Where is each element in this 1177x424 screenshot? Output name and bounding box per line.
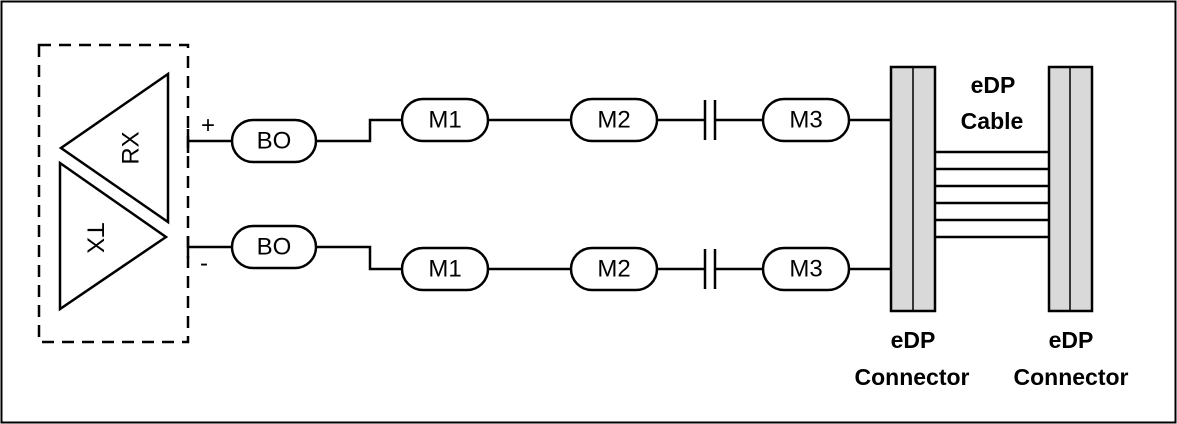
svg-text:M1: M1 bbox=[428, 106, 461, 133]
lane-negative-m3: M3 bbox=[761, 246, 851, 292]
tx-triangle bbox=[58, 160, 169, 312]
lane-negative-bo: BO bbox=[230, 224, 318, 270]
cable-label-line1: eDP bbox=[971, 72, 1016, 98]
rx-triangle bbox=[58, 71, 170, 225]
connector-left-label-line1: eDP bbox=[891, 327, 936, 353]
connector-left bbox=[889, 65, 937, 313]
svg-text:M3: M3 bbox=[789, 255, 822, 282]
cable-label-line2: Cable bbox=[961, 108, 1024, 134]
connector-right-label-line2: Connector bbox=[1014, 364, 1129, 390]
transceiver-package bbox=[37, 43, 190, 344]
lane-negative-m1: M1 bbox=[400, 246, 490, 292]
lane-negative-wires bbox=[188, 245, 891, 289]
svg-text:M3: M3 bbox=[789, 106, 822, 133]
rx-label: RX bbox=[117, 131, 144, 164]
svg-text:M2: M2 bbox=[597, 106, 630, 133]
connector-right-label-line1: eDP bbox=[1049, 327, 1094, 353]
edp-cable-wires bbox=[935, 150, 1049, 239]
lane-positive-bo: BO bbox=[230, 118, 318, 164]
connector-left-label-line2: Connector bbox=[855, 364, 970, 390]
connector-right bbox=[1047, 65, 1094, 313]
svg-text:M2: M2 bbox=[597, 255, 630, 282]
svg-text:BO: BO bbox=[257, 127, 292, 154]
tx-label: TX bbox=[82, 223, 109, 254]
plus-sign: + bbox=[201, 112, 215, 139]
lane-positive-m2: M2 bbox=[569, 97, 659, 143]
lane-positive-m3: M3 bbox=[761, 97, 851, 143]
lane-positive-m1: M1 bbox=[400, 97, 490, 143]
minus-sign: - bbox=[200, 250, 208, 277]
svg-text:M1: M1 bbox=[428, 255, 461, 282]
lane-negative-m2: M2 bbox=[569, 246, 659, 292]
lane-positive-wires bbox=[188, 100, 891, 143]
svg-text:BO: BO bbox=[257, 233, 292, 260]
